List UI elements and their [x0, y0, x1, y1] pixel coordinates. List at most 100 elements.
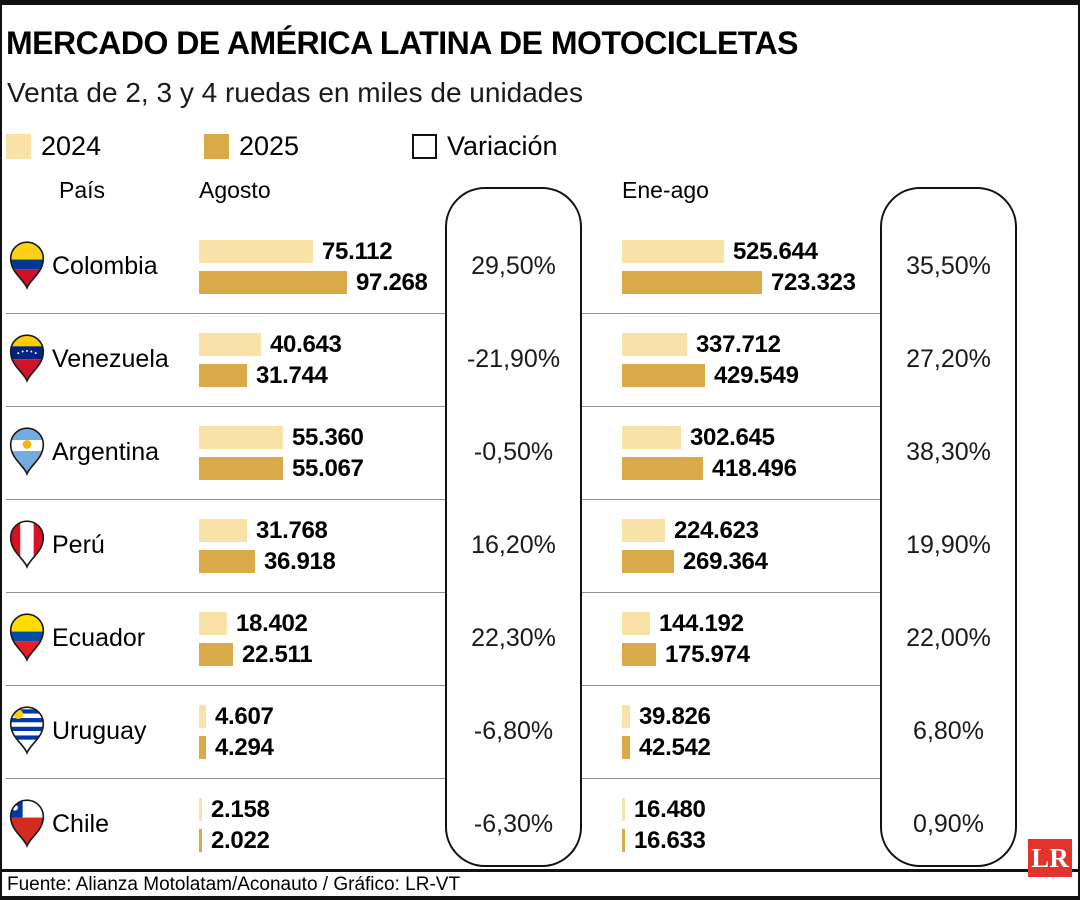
legend-item-variacion: Variación	[412, 131, 558, 162]
legend-item-2025: 2025	[204, 131, 299, 162]
value-2025-colombia-agosto: 97.268	[356, 269, 428, 296]
value-2024-ecuador-eneago: 144.192	[659, 610, 744, 637]
bar-2025-uruguay-eneago	[622, 736, 630, 759]
value-2025-ecuador-agosto: 22.511	[242, 641, 313, 668]
bar-2024-ecuador-eneago	[622, 612, 650, 635]
bar-2025-argentina-eneago	[622, 457, 703, 480]
bar-2024-venezuela-eneago	[622, 333, 687, 356]
value-2024-uruguay-eneago: 39.826	[639, 703, 711, 730]
value-2025-argentina-eneago: 418.496	[712, 455, 797, 482]
variation-chile-agosto: -6,30%	[473, 810, 554, 838]
bar-2025-colombia-eneago	[622, 271, 762, 294]
variation-peru-agosto: 16,20%	[471, 531, 556, 559]
value-2025-uruguay-agosto: 4.294	[215, 734, 274, 761]
value-2024-peru-agosto: 31.768	[256, 517, 328, 544]
bar-2024-uruguay-agosto	[199, 705, 206, 728]
bar-2024-colombia-agosto	[199, 240, 313, 263]
legend-label-variacion: Variación	[447, 131, 558, 161]
bar-2024-peru-agosto	[199, 519, 247, 542]
flag-uruguay-icon	[7, 705, 47, 755]
bar-2025-chile-eneago	[622, 829, 625, 852]
variation-venezuela-agosto: -21,90%	[466, 345, 561, 373]
bar-2024-colombia-eneago	[622, 240, 724, 263]
column-header-country: País	[59, 177, 106, 203]
flag-ecuador-icon	[7, 612, 47, 662]
country-label-venezuela: Venezuela	[52, 345, 169, 373]
chart-subtitle: Venta de 2, 3 y 4 ruedas en miles de uni…	[7, 77, 583, 108]
column-header-agosto: Agosto	[199, 177, 271, 203]
country-label-chile: Chile	[52, 810, 109, 838]
bar-2024-argentina-agosto	[199, 426, 283, 449]
legend-swatch-2025-icon	[204, 134, 229, 159]
lr-logo: LR	[1028, 839, 1072, 877]
country-label-uruguay: Uruguay	[52, 717, 147, 745]
flag-peru-icon	[7, 519, 47, 569]
value-2025-uruguay-eneago: 42.542	[639, 734, 711, 761]
legend-label-2024: 2024	[41, 131, 102, 161]
value-2024-venezuela-eneago: 337.712	[696, 331, 781, 358]
value-2025-venezuela-agosto: 31.744	[256, 362, 328, 389]
value-2024-venezuela-agosto: 40.643	[270, 331, 342, 358]
value-2025-peru-agosto: 36.918	[264, 548, 336, 575]
legend-swatch-2024-icon	[6, 134, 31, 159]
flag-colombia-icon	[7, 240, 47, 290]
flag-argentina-icon	[7, 426, 47, 476]
value-2024-argentina-agosto: 55.360	[292, 424, 364, 451]
bar-2025-ecuador-agosto	[199, 643, 233, 666]
value-2024-chile-eneago: 16.480	[634, 796, 706, 823]
country-label-colombia: Colombia	[52, 252, 158, 280]
value-2025-venezuela-eneago: 429.549	[714, 362, 799, 389]
variation-ecuador-agosto: 22,30%	[471, 624, 556, 652]
bar-2024-venezuela-agosto	[199, 333, 261, 356]
bar-2024-ecuador-agosto	[199, 612, 227, 635]
variation-colombia-eneago: 35,50%	[906, 252, 991, 280]
variation-colombia-agosto: 29,50%	[471, 252, 556, 280]
value-2025-peru-eneago: 269.364	[683, 548, 768, 575]
value-2025-chile-eneago: 16.633	[634, 827, 706, 854]
bar-2025-venezuela-agosto	[199, 364, 247, 387]
value-2024-chile-agosto: 2.158	[211, 796, 270, 823]
bar-2025-argentina-agosto	[199, 457, 283, 480]
chart-area: Colombia 75.112 97.268 29,50% 525.644 723.323…	[2, 5, 1078, 896]
variation-peru-eneago: 19,90%	[906, 531, 991, 559]
chart-title: MERCADO DE AMÉRICA LATINA DE MOTOCICLETA…	[6, 25, 798, 61]
value-2025-ecuador-eneago: 175.974	[665, 641, 750, 668]
variation-chile-eneago: 0,90%	[913, 810, 984, 838]
variation-argentina-eneago: 38,30%	[906, 438, 991, 466]
value-2024-colombia-eneago: 525.644	[733, 238, 818, 265]
value-2025-colombia-eneago: 723.323	[771, 269, 856, 296]
bar-2025-peru-eneago	[622, 550, 674, 573]
country-label-peru: Perú	[52, 531, 105, 559]
bar-2025-peru-agosto	[199, 550, 255, 573]
variation-pill-eneago	[880, 187, 1017, 867]
bar-2025-ecuador-eneago	[622, 643, 656, 666]
bar-2025-uruguay-agosto	[199, 736, 206, 759]
bar-2024-chile-agosto	[199, 798, 202, 821]
bar-2024-peru-eneago	[622, 519, 665, 542]
bar-2024-argentina-eneago	[622, 426, 681, 449]
variation-uruguay-eneago: 6,80%	[913, 717, 984, 745]
value-2024-argentina-eneago: 302.645	[690, 424, 775, 451]
legend-swatch-variacion-icon	[412, 134, 437, 159]
value-2024-uruguay-agosto: 4.607	[215, 703, 274, 730]
country-label-ecuador: Ecuador	[52, 624, 146, 652]
source-credit: Fuente: Alianza Motolatam/Aconauto / Grá…	[7, 874, 461, 895]
variation-uruguay-agosto: -6,80%	[473, 717, 554, 745]
variation-ecuador-eneago: 22,00%	[906, 624, 991, 652]
flag-venezuela-icon	[7, 333, 47, 383]
value-2025-chile-agosto: 2.022	[211, 827, 270, 854]
legend-item-2024: 2024	[6, 131, 101, 162]
value-2024-colombia-agosto: 75.112	[322, 238, 393, 265]
value-2025-argentina-agosto: 55.067	[292, 455, 364, 482]
bar-2025-colombia-agosto	[199, 271, 347, 294]
bar-2025-venezuela-eneago	[622, 364, 705, 387]
bar-2024-uruguay-eneago	[622, 705, 630, 728]
value-2024-peru-eneago: 224.623	[674, 517, 759, 544]
variation-pill-agosto	[445, 187, 582, 867]
value-2024-ecuador-agosto: 18.402	[236, 610, 308, 637]
bar-2024-chile-eneago	[622, 798, 625, 821]
legend-label-2025: 2025	[239, 131, 300, 161]
bar-2025-chile-agosto	[199, 829, 202, 852]
flag-chile-icon	[7, 798, 47, 848]
